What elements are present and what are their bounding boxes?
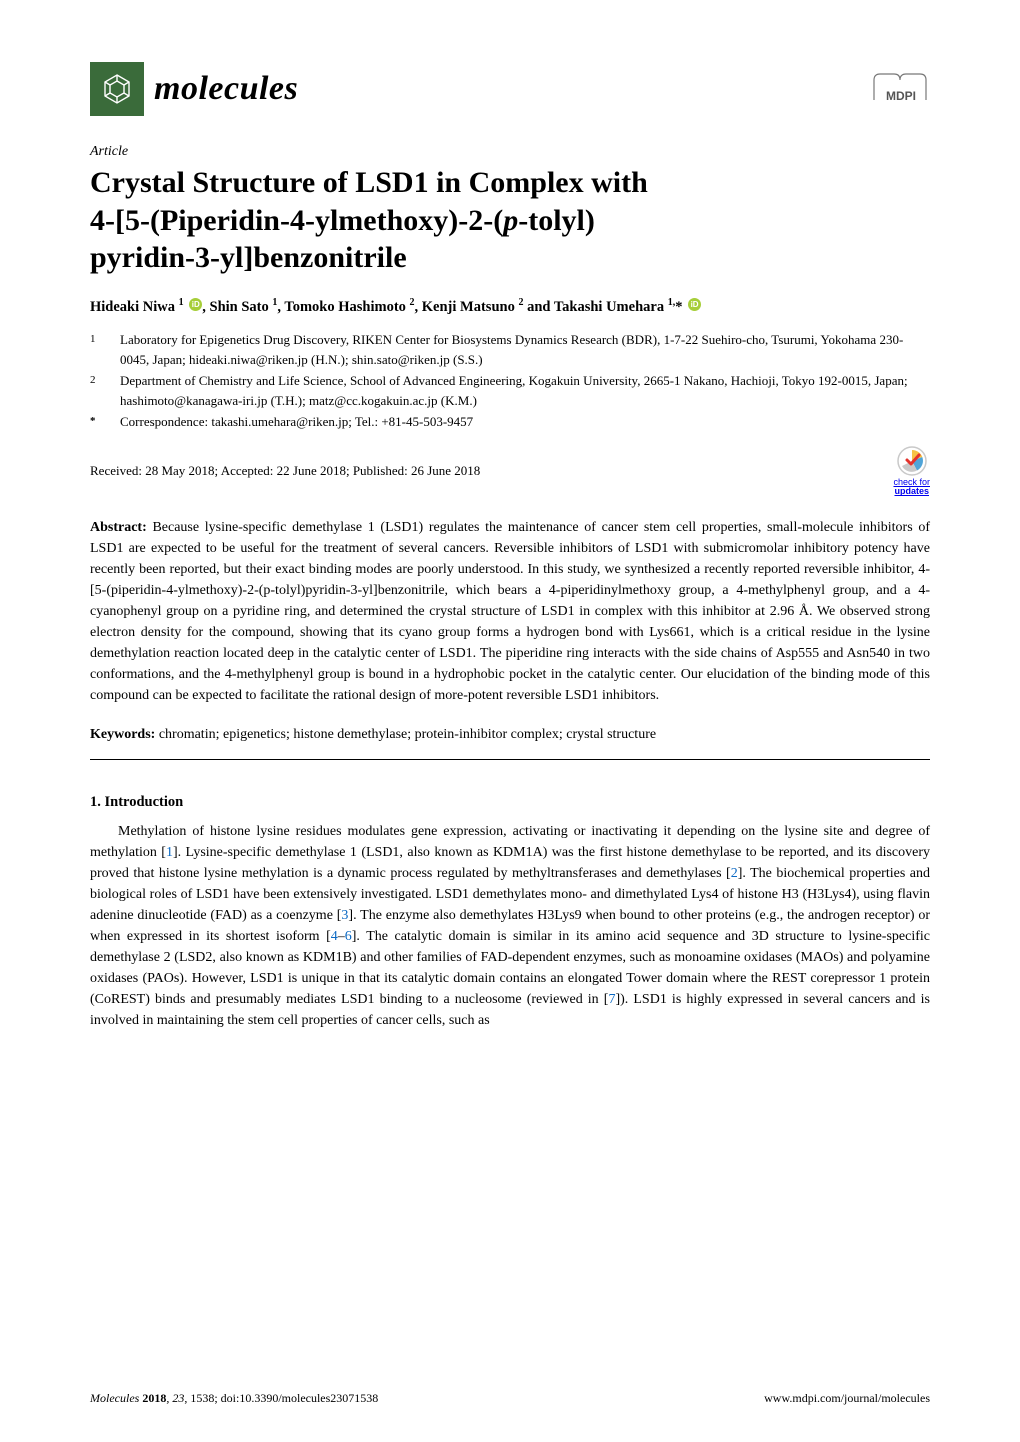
abstract: Abstract: Because lysine-specific demeth… [90, 517, 930, 706]
affil-num: 2 [90, 371, 106, 410]
affil-text: Laboratory for Epigenetics Drug Discover… [120, 330, 930, 369]
footer-doi: , 1538; doi:10.3390/molecules23071538 [184, 1391, 378, 1405]
keywords-label: Keywords: [90, 727, 155, 742]
journal-logo-icon [90, 62, 144, 116]
affiliation-row: 2 Department of Chemistry and Life Scien… [90, 371, 930, 410]
keywords-separator [90, 759, 930, 760]
mdpi-logo-icon: MDPI [872, 70, 930, 108]
footer-year: 2018 [142, 1391, 166, 1405]
page-footer: Molecules 2018, 23, 1538; doi:10.3390/mo… [90, 1391, 930, 1406]
title-line-2: 4-[5-(Piperidin-4-ylmethoxy)-2-(p-tolyl) [90, 204, 595, 237]
article-label: Article [90, 144, 930, 160]
footer-journal: Molecules [90, 1391, 142, 1405]
abstract-label: Abstract: [90, 520, 147, 535]
journal-brand: molecules [90, 62, 298, 116]
dates-row: Received: 28 May 2018; Accepted: 22 June… [90, 446, 930, 498]
received-accepted-published: Received: 28 May 2018; Accepted: 22 June… [90, 463, 480, 479]
title-line-3: pyridin-3-yl]benzonitrile [90, 241, 407, 274]
affiliation-row: * Correspondence: takashi.umehara@riken.… [90, 412, 930, 432]
intro-paragraph: Methylation of histone lysine residues m… [90, 821, 930, 1031]
affil-num: * [90, 412, 106, 432]
footer-citation: Molecules 2018, 23, 1538; doi:10.3390/mo… [90, 1391, 378, 1406]
footer-issue: , 23 [166, 1391, 184, 1405]
orcid-icon [688, 298, 701, 311]
journal-name: molecules [154, 70, 298, 108]
crossmark-check-updates[interactable]: check for updates [893, 446, 930, 498]
affiliations: 1 Laboratory for Epigenetics Drug Discov… [90, 330, 930, 432]
abstract-text: Because lysine-specific demethylase 1 (L… [90, 520, 930, 703]
header: molecules MDPI [90, 62, 930, 116]
authors-line: Hideaki Niwa 1 , Shin Sato 1, Tomoko Has… [90, 295, 930, 319]
affil-text: Department of Chemistry and Life Science… [120, 371, 930, 410]
affil-text: Correspondence: takashi.umehara@riken.jp… [120, 412, 930, 432]
affil-num: 1 [90, 330, 106, 369]
affiliation-row: 1 Laboratory for Epigenetics Drug Discov… [90, 330, 930, 369]
check-updates-text2: updates [894, 487, 929, 497]
svg-text:MDPI: MDPI [886, 89, 916, 103]
article-title: Crystal Structure of LSD1 in Complex wit… [90, 164, 930, 277]
orcid-icon [189, 298, 202, 311]
footer-url: www.mdpi.com/journal/molecules [764, 1391, 930, 1406]
keywords: Keywords: chromatin; epigenetics; histon… [90, 724, 930, 745]
keywords-text: chromatin; epigenetics; histone demethyl… [159, 727, 656, 742]
title-line-1: Crystal Structure of LSD1 in Complex wit… [90, 166, 648, 199]
section-heading: 1. Introduction [90, 794, 930, 811]
crossmark-icon [897, 446, 927, 476]
